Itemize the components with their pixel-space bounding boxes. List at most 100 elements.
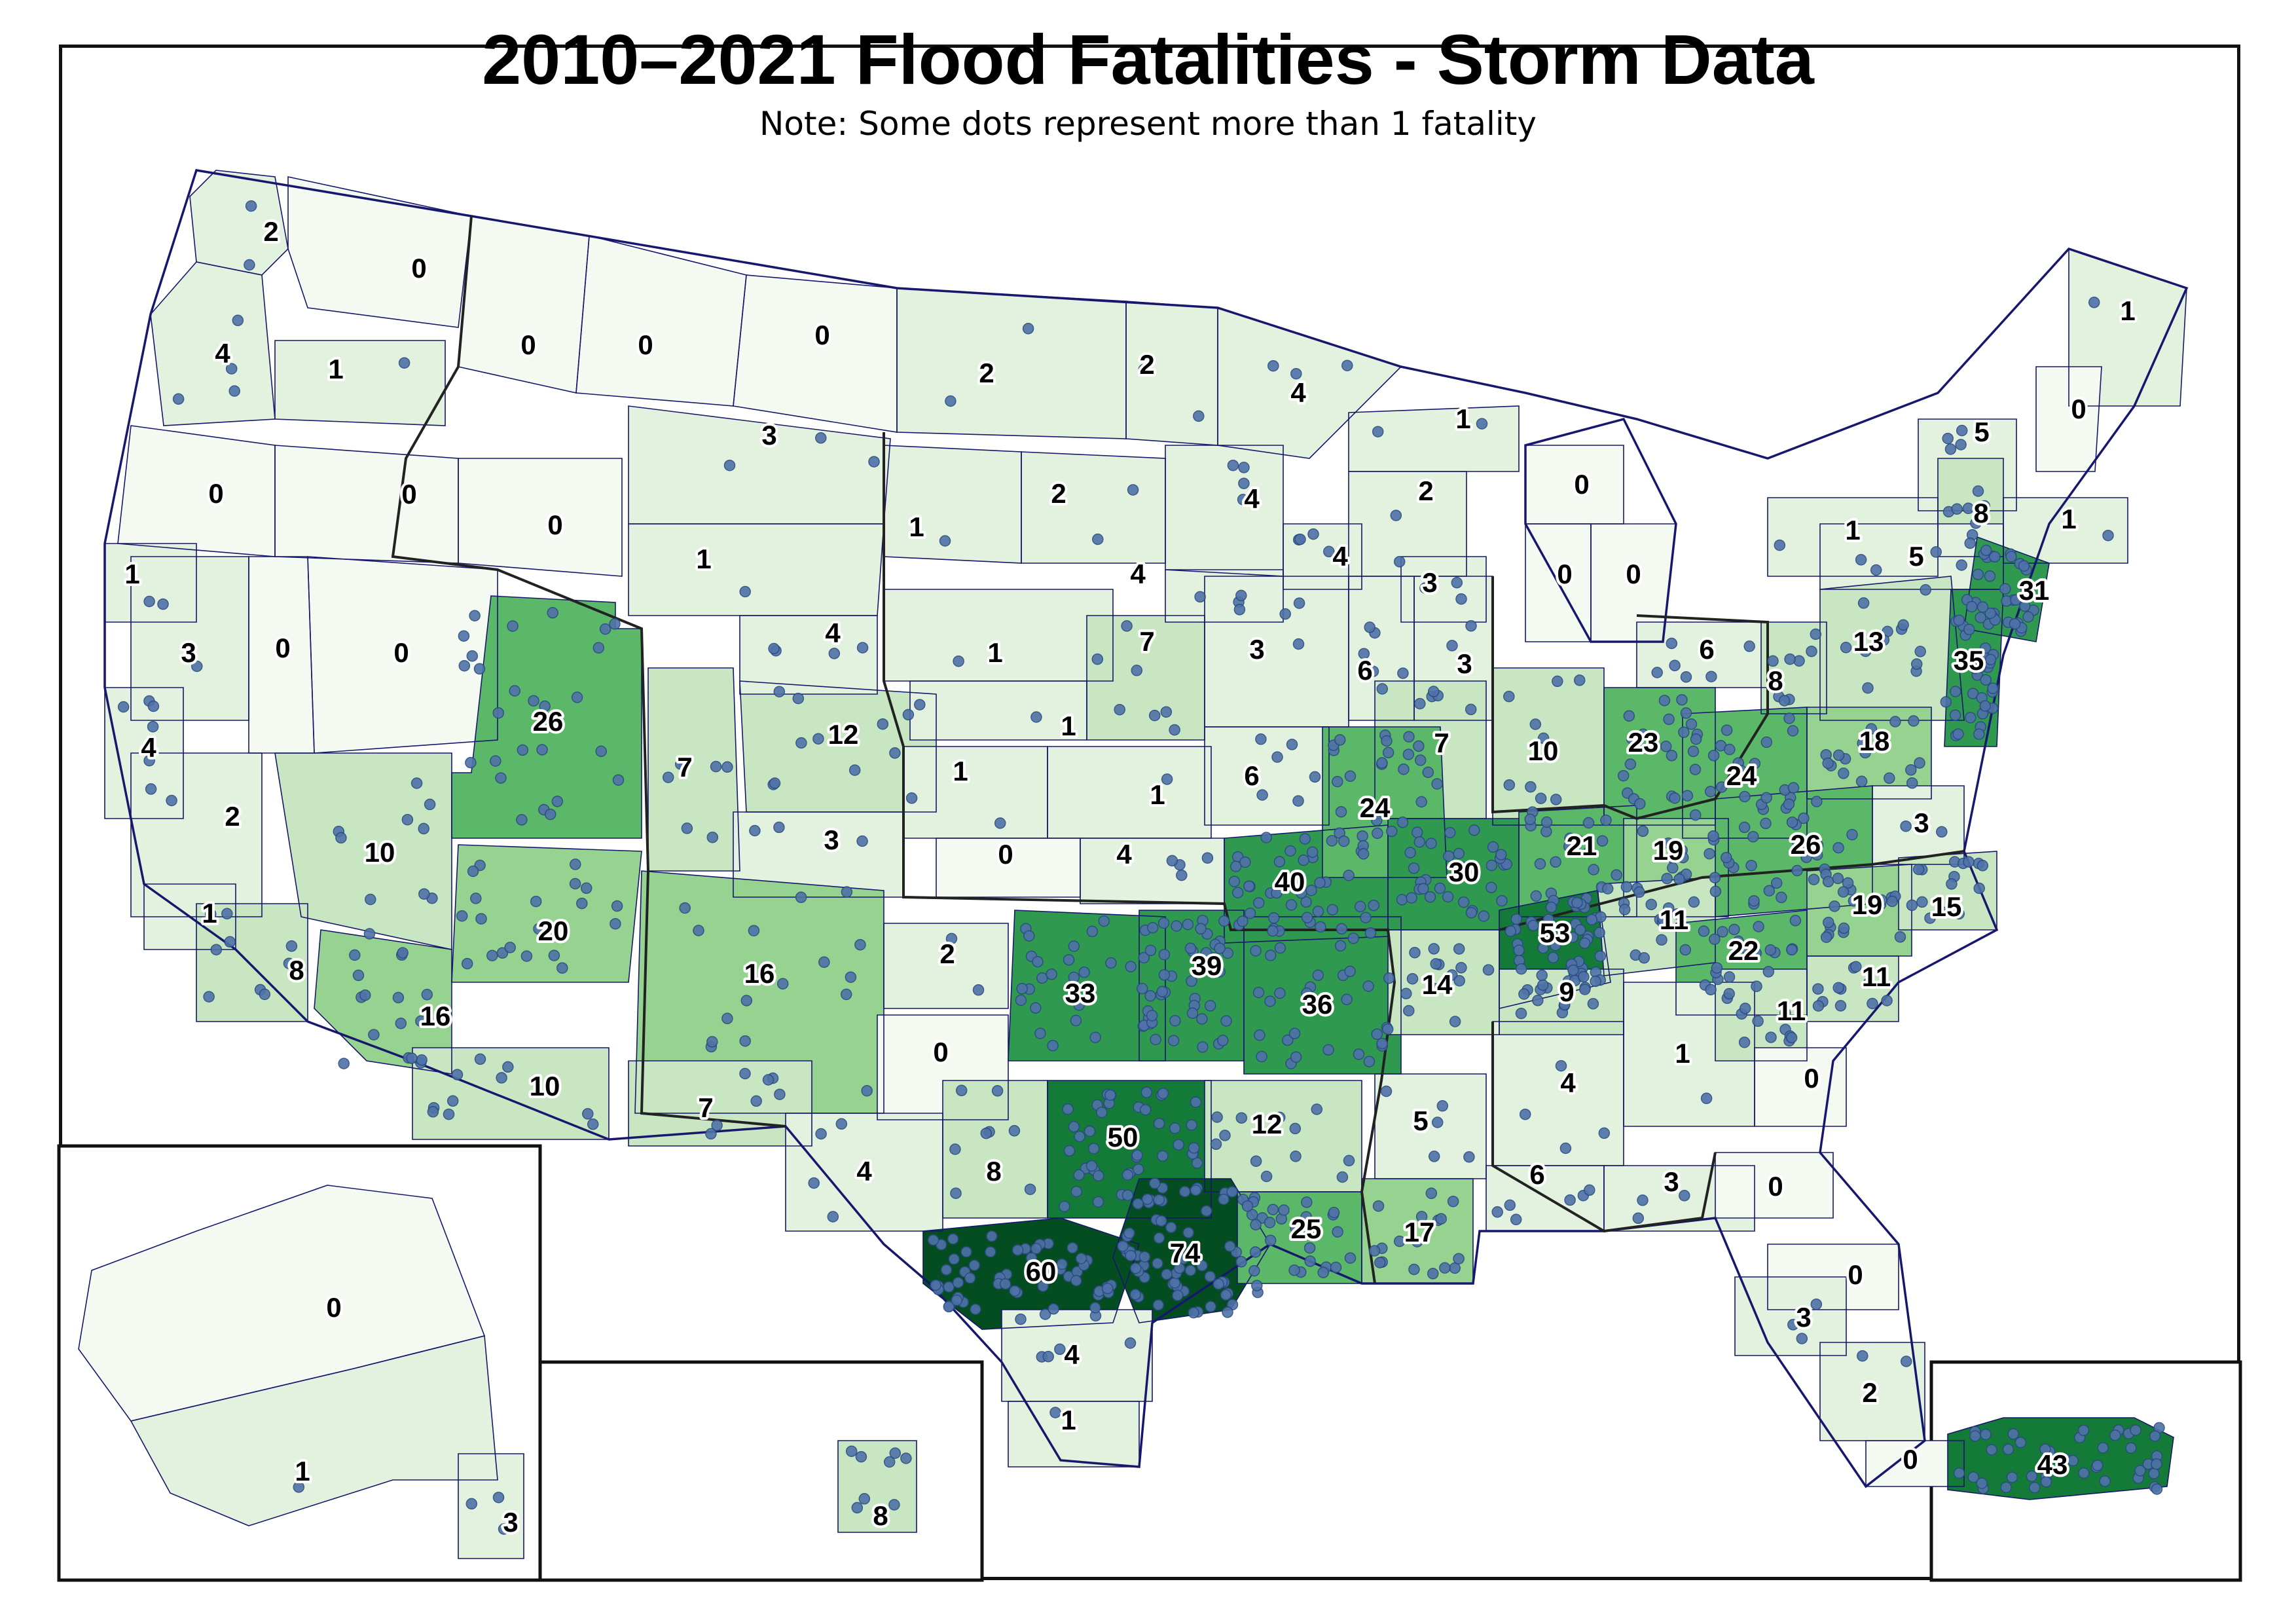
region-label-mi-l: 0	[1557, 559, 1572, 589]
fatality-dot	[469, 610, 481, 621]
fatality-dot	[1296, 887, 1307, 899]
fatality-dot	[1975, 661, 1986, 673]
fatality-dot	[1016, 983, 1028, 995]
fatality-dot	[1738, 821, 1751, 834]
fatality-dot	[1336, 1171, 1349, 1183]
fatality-dot	[1344, 770, 1357, 783]
fatality-dot	[1150, 1033, 1161, 1046]
fatality-dot	[1062, 1103, 1074, 1115]
region-label-nm-s: 7	[698, 1092, 713, 1123]
fatality-dot	[1564, 1194, 1576, 1206]
fatality-dot	[1620, 881, 1633, 893]
fatality-dot	[1787, 1319, 1799, 1331]
region-label-tn-w: 14	[1422, 969, 1453, 1000]
fatality-dot	[2151, 1483, 2163, 1495]
fatality-dot	[1537, 732, 1550, 745]
fatality-dot	[1942, 432, 1954, 445]
region-label-ny-w: 1	[1845, 515, 1860, 545]
region-ma	[2003, 498, 2128, 563]
region-label-me: 1	[2120, 295, 2135, 326]
fatality-dot	[1651, 667, 1663, 678]
fatality-dot	[1704, 785, 1717, 798]
region-label-ok-e: 39	[1192, 950, 1222, 981]
fatality-dot	[1204, 1000, 1216, 1012]
fatality-dot	[1800, 851, 1812, 863]
fatality-dot	[1463, 1151, 1475, 1163]
fatality-dot	[1951, 503, 1963, 515]
fatality-dot	[1663, 713, 1675, 726]
fatality-dot	[1364, 927, 1377, 939]
fatality-dot	[1241, 1200, 1254, 1212]
region-label-tx-se: 74	[1170, 1238, 1201, 1268]
fatality-dot	[681, 822, 693, 834]
fatality-dot	[679, 902, 691, 914]
zone-outline-id-e	[458, 458, 623, 577]
region-label-oh: 23	[1628, 727, 1659, 758]
fatality-dot	[1537, 979, 1549, 991]
fatality-dot	[528, 695, 539, 707]
fatality-dot	[1762, 966, 1775, 978]
region-la-n	[1205, 1080, 1362, 1192]
fatality-dot	[1874, 741, 1886, 754]
zone-outline-nv-e	[307, 556, 498, 754]
fatality-dot	[1685, 718, 1698, 730]
fatality-dot	[1455, 593, 1467, 605]
fatality-dot	[1776, 891, 1787, 904]
fatality-dot	[1711, 962, 1723, 974]
fatality-dot	[940, 1264, 953, 1276]
fatality-dot	[1645, 898, 1657, 910]
fatality-dot	[1748, 895, 1760, 907]
region-label-ks-e: 4	[1116, 839, 1132, 870]
region-label-wa-sw: 1	[328, 354, 343, 384]
fatality-dot	[795, 891, 807, 904]
fatality-dot	[1117, 1240, 1129, 1252]
fatality-dot	[1906, 777, 1918, 789]
fatality-dot	[1230, 860, 1242, 872]
region-label-ca-nc: 3	[181, 637, 196, 668]
region-az-n	[452, 845, 642, 982]
fatality-dot	[927, 1234, 939, 1246]
fatality-dot	[1292, 795, 1304, 807]
region-label-ok: 33	[1065, 978, 1096, 1008]
region-wa-sw	[275, 341, 445, 426]
fatality-dot	[1970, 517, 1982, 529]
fatality-dot	[1984, 607, 1996, 619]
fatality-dot	[1101, 1282, 1114, 1295]
region-label-tx-nw: 8	[986, 1156, 1001, 1187]
region-label-il-s: 7	[1434, 728, 1449, 758]
fatality-dot	[1689, 809, 1702, 821]
fatality-dot	[244, 259, 255, 271]
fatality-dot	[1332, 1226, 1343, 1238]
zone-outline-fl-n	[1603, 1165, 1755, 1232]
region-label-tx-ss: 1	[1061, 1405, 1076, 1435]
fatality-dot	[1393, 555, 1406, 568]
region-label-wi-n: 1	[1455, 403, 1470, 434]
fatality-dot	[1767, 655, 1779, 667]
fatality-dot	[1838, 922, 1850, 934]
southern-eastern-boundary	[1499, 850, 1965, 931]
fatality-dot	[1666, 637, 1678, 650]
fatality-dot	[1735, 765, 1747, 777]
fatality-dot	[1036, 972, 1048, 984]
fatality-dot	[1231, 887, 1244, 898]
fatality-dot	[1972, 485, 1984, 497]
fatality-dot	[1774, 539, 1786, 551]
fatality-dot	[1559, 1142, 1572, 1154]
region-label-tx-c: 60	[1026, 1256, 1057, 1287]
region-ms	[1375, 1074, 1486, 1179]
region-ak	[79, 1185, 484, 1421]
fatality-dot	[868, 456, 880, 468]
zone-outline-ut	[451, 595, 642, 839]
fatality-dot	[117, 701, 130, 713]
fatality-dot	[548, 950, 560, 961]
region-label-ky: 21	[1567, 830, 1597, 861]
fatality-dot	[2088, 297, 2100, 308]
region-label-nd-w: 2	[979, 358, 994, 388]
region-ar	[1244, 917, 1401, 1074]
region-ia-e	[1205, 576, 1349, 727]
fatality-dot	[1955, 439, 1967, 451]
fatality-dot	[2014, 1437, 2027, 1449]
fatality-dot	[1092, 1196, 1104, 1208]
fatality-dot	[1413, 836, 1426, 848]
fatality-dot	[705, 1128, 717, 1140]
